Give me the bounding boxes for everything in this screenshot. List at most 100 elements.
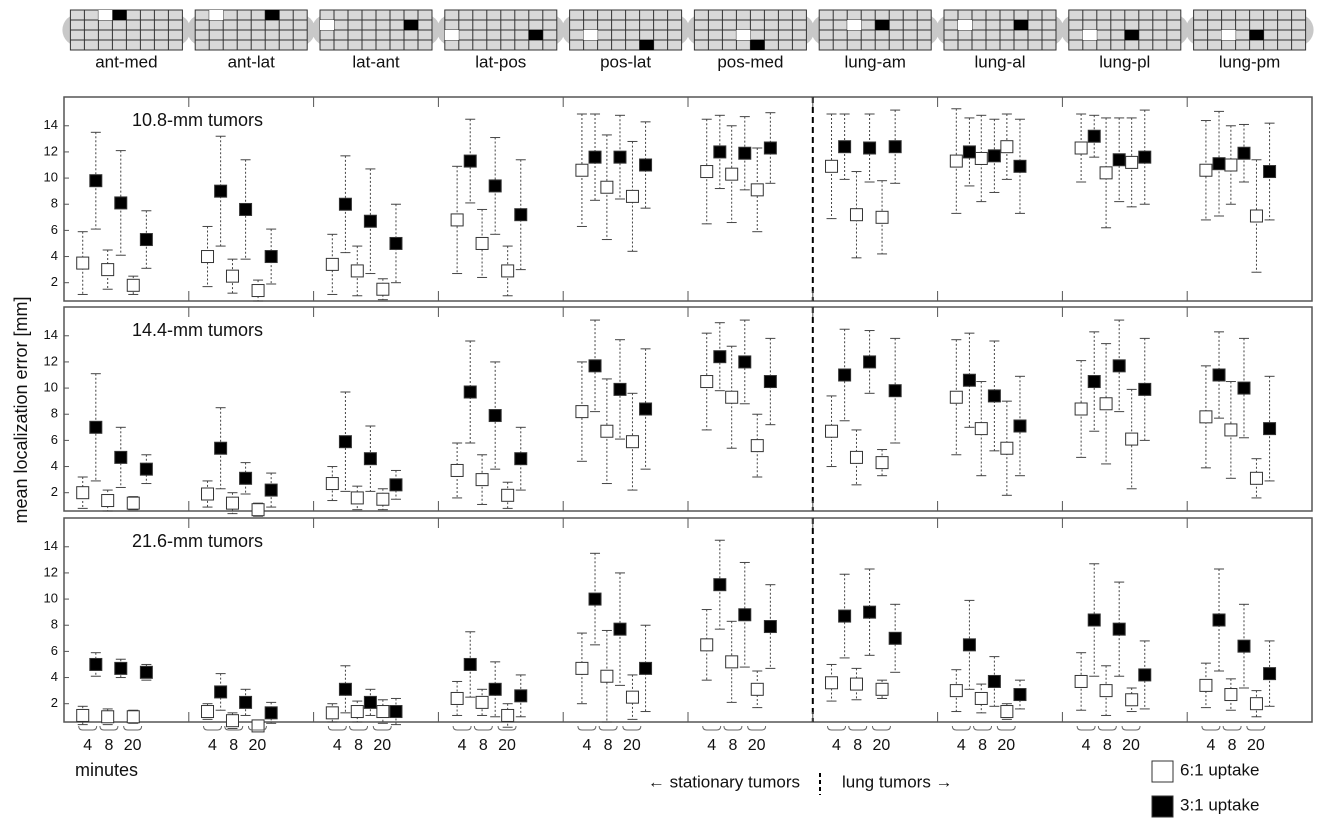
x-tick-label: 20: [498, 737, 516, 754]
marker: [888, 140, 902, 154]
x-tick-label: 20: [997, 737, 1015, 754]
marker: [949, 390, 963, 404]
time-bracket: [1246, 725, 1266, 731]
x-axis-label: minutes: [75, 760, 138, 780]
marker: [1000, 140, 1014, 154]
error-bar: [864, 568, 875, 656]
marker: [475, 695, 489, 709]
error-bar: [765, 112, 776, 184]
icon-cell: [1124, 30, 1139, 40]
error-bar: [253, 502, 264, 517]
marker: [1099, 166, 1113, 180]
marker: [214, 441, 228, 455]
y-tick-label: 4: [51, 669, 58, 684]
panel-title: 21.6-mm tumors: [132, 531, 263, 551]
marker: [201, 487, 215, 501]
time-bracket: [598, 725, 618, 731]
error-bar: [102, 489, 113, 512]
x-tick-label: 4: [1082, 737, 1091, 754]
time-bracket: [78, 725, 98, 731]
legend-swatch: [1151, 795, 1174, 818]
error-bar: [102, 249, 113, 290]
marker: [225, 269, 239, 283]
marker: [1099, 397, 1113, 411]
marker: [1074, 402, 1088, 416]
marker: [1224, 688, 1238, 702]
icon-cell: [583, 30, 598, 40]
marker: [1199, 410, 1213, 424]
marker: [838, 140, 852, 154]
y-tick-label: 10: [44, 170, 58, 185]
y-tick-label: 14: [44, 538, 58, 553]
error-bar: [240, 462, 251, 495]
error-bar: [90, 652, 101, 677]
marker: [1125, 155, 1139, 169]
marker: [1112, 153, 1126, 167]
error-bar: [352, 700, 363, 723]
error-bar: [390, 203, 401, 284]
error-bar: [989, 340, 1000, 452]
marker: [763, 620, 777, 634]
marker: [825, 424, 839, 438]
x-tick-label: 8: [978, 737, 987, 754]
marker: [239, 471, 253, 485]
error-bar: [477, 208, 488, 278]
group-label: pos-lat: [600, 52, 651, 71]
marker: [363, 695, 377, 709]
marker: [126, 278, 140, 292]
time-bracket: [123, 725, 143, 731]
marker: [225, 714, 239, 728]
marker: [76, 708, 90, 722]
marker: [700, 165, 714, 179]
time-bracket: [1222, 725, 1242, 731]
marker: [625, 189, 639, 203]
time-bracket: [996, 725, 1016, 731]
time-bracket: [1121, 725, 1141, 731]
marker: [338, 435, 352, 449]
annotation: ← stationary tumors: [648, 772, 800, 791]
marker: [1087, 375, 1101, 389]
legend-label: 3:1 uptake: [1180, 795, 1259, 814]
time-bracket: [622, 725, 642, 731]
error-bar: [1214, 568, 1225, 672]
marker: [488, 179, 502, 193]
icon-cell: [736, 30, 751, 40]
marker: [987, 149, 1001, 163]
error-bar: [390, 469, 401, 500]
icon-cell: [847, 20, 862, 30]
marker: [763, 375, 777, 389]
marker: [888, 631, 902, 645]
marker: [1224, 158, 1238, 172]
y-tick-label: 14: [44, 117, 58, 132]
marker: [264, 250, 278, 264]
marker: [838, 368, 852, 382]
error-bar: [202, 225, 213, 288]
error-bar: [964, 332, 975, 428]
error-bar: [851, 429, 862, 486]
group-label: ant-med: [95, 52, 157, 71]
error-bar: [77, 231, 88, 295]
time-bracket: [848, 725, 868, 731]
error-bar: [627, 674, 638, 720]
x-tick-label: 8: [1228, 737, 1237, 754]
marker: [501, 488, 515, 502]
x-tick-label: 4: [208, 737, 217, 754]
error-bar: [352, 485, 363, 511]
marker: [251, 719, 265, 733]
group-label: ant-lat: [228, 52, 276, 71]
error-bar: [1001, 400, 1012, 496]
marker: [501, 264, 515, 278]
marker: [376, 282, 390, 296]
error-bar: [377, 699, 388, 724]
marker: [488, 409, 502, 423]
marker: [463, 154, 477, 168]
icon-cell: [265, 10, 280, 20]
error-bar: [701, 609, 712, 681]
marker: [600, 424, 614, 438]
marker: [962, 145, 976, 159]
marker: [825, 676, 839, 690]
x-tick-label: 20: [623, 737, 641, 754]
marker: [376, 705, 390, 719]
legend-label: 6:1 uptake: [1180, 760, 1259, 779]
error-bar: [1200, 662, 1211, 709]
